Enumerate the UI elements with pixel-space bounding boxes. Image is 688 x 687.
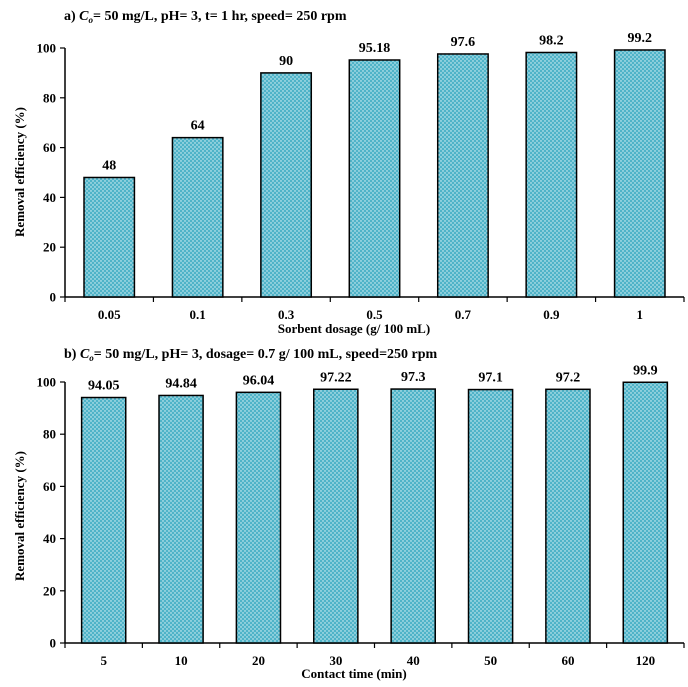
chart-b-y-tick-label: 40 (43, 531, 56, 546)
chart-b-data-label: 94.05 (88, 379, 120, 394)
chart-b-bar (235, 391, 282, 644)
chart-b-x-tick-label: 10 (175, 653, 188, 668)
chart-a-x-tick-label: 0.7 (455, 307, 472, 322)
chart-a-svg: a) Co= 50 mg/L, pH= 3, t= 1 hr, speed= 2… (12, 9, 685, 336)
chart-b-bar (545, 388, 591, 644)
chart-b-plot: 0 20 40 60 80 100 94.05 5 94.84 10 96.04 20 97.22 30 9… (37, 363, 685, 668)
chart-b-data-label: 97.1 (478, 371, 503, 386)
chart-b-x-tick-label: 50 (484, 653, 497, 668)
chart-b-x-tick-label: 60 (561, 653, 574, 668)
chart-b-data-label: 96.04 (243, 373, 275, 388)
chart-a-y-tick-label: 60 (43, 140, 56, 155)
chart-a-bar (436, 53, 489, 298)
chart-a-x-tick-label: 0.05 (98, 307, 121, 322)
chart-b-x-tick-label: 20 (252, 653, 265, 668)
chart-a-bar (260, 72, 313, 298)
chart-b-data-label: 97.2 (556, 370, 581, 385)
chart-a-title: a) Co= 50 mg/L, pH= 3, t= 1 hr, speed= 2… (64, 9, 347, 25)
chart-a-x-tick-label: 0.5 (366, 307, 383, 322)
chart-a-y-tick-label: 100 (37, 41, 57, 56)
chart-b-data-label: 97.3 (401, 370, 426, 385)
chart-b-y-tick-label: 20 (43, 583, 56, 598)
chart-b-data-label: 94.84 (165, 376, 197, 391)
chart-a-bar (83, 176, 136, 298)
chart-a-data-label: 97.6 (451, 35, 476, 50)
chart-a-y-tick-label: 20 (43, 240, 56, 255)
chart-a-y-tick-label: 80 (43, 90, 56, 105)
chart-b-bar (622, 381, 669, 644)
chart-b-x-tick-label: 120 (636, 653, 656, 668)
chart-a-y-tick-label: 0 (50, 290, 57, 305)
chart-a-x-tick-label: 0.9 (543, 307, 560, 322)
chart-b-bar (80, 396, 127, 644)
chart-b-bar (313, 388, 359, 644)
chart-a-y-tick-label: 40 (43, 190, 56, 205)
chart-b-data-label: 97.22 (320, 370, 352, 385)
chart-b-bar (158, 394, 204, 644)
chart-a-data-label: 98.2 (539, 33, 564, 48)
chart-a-x-tick-label: 0.1 (190, 307, 206, 322)
chart-a-data-label: 90 (279, 54, 293, 69)
chart-a: a) Co= 50 mg/L, pH= 3, t= 1 hr, speed= 2… (0, 0, 688, 338)
chart-b-title: b) Co= 50 mg/L, pH= 3, dosage= 0.7 g/ 10… (64, 347, 438, 363)
chart-b-bar (467, 388, 514, 644)
chart-a-bar (525, 51, 578, 298)
chart-b-y-tick-label: 100 (37, 375, 57, 390)
chart-a-bar (348, 59, 401, 298)
chart-b-y-axis-label: Removal efficiency (%) (12, 451, 27, 581)
chart-a-x-axis-label: Sorbent dosage (g/ 100 mL) (278, 321, 430, 336)
chart-a-x-tick-label: 0.3 (278, 307, 295, 322)
chart-a-y-axis-label: Removal efficiency (%) (12, 107, 27, 237)
chart-a-data-label: 48 (102, 158, 116, 173)
chart-b-svg: b) Co= 50 mg/L, pH= 3, dosage= 0.7 g/ 10… (12, 347, 685, 681)
chart-a-bar (171, 136, 224, 298)
chart-b-y-tick-label: 80 (43, 427, 56, 442)
chart-a-data-label: 64 (191, 119, 205, 134)
chart-b-x-axis-label: Contact time (min) (301, 666, 406, 681)
chart-b-y-tick-label: 0 (50, 636, 57, 651)
chart-a-x-tick-label: 1 (637, 307, 644, 322)
chart-b-data-label: 99.9 (633, 363, 658, 378)
chart-a-data-label: 99.2 (628, 31, 653, 46)
chart-a-bar (613, 49, 666, 298)
chart-b-x-tick-label: 40 (407, 653, 420, 668)
chart-b-y-tick-label: 60 (43, 479, 56, 494)
chart-b-x-tick-label: 5 (100, 653, 107, 668)
chart-a-plot: 0 20 40 60 80 100 48 0.05 64 0.1 90 0.3 95.18 0.5 97.6… (37, 31, 685, 322)
chart-b-x-tick-label: 30 (329, 653, 342, 668)
chart-b: b) Co= 50 mg/L, pH= 3, dosage= 0.7 g/ 10… (0, 338, 688, 682)
chart-b-bar (390, 388, 436, 644)
chart-a-data-label: 95.18 (359, 41, 391, 56)
